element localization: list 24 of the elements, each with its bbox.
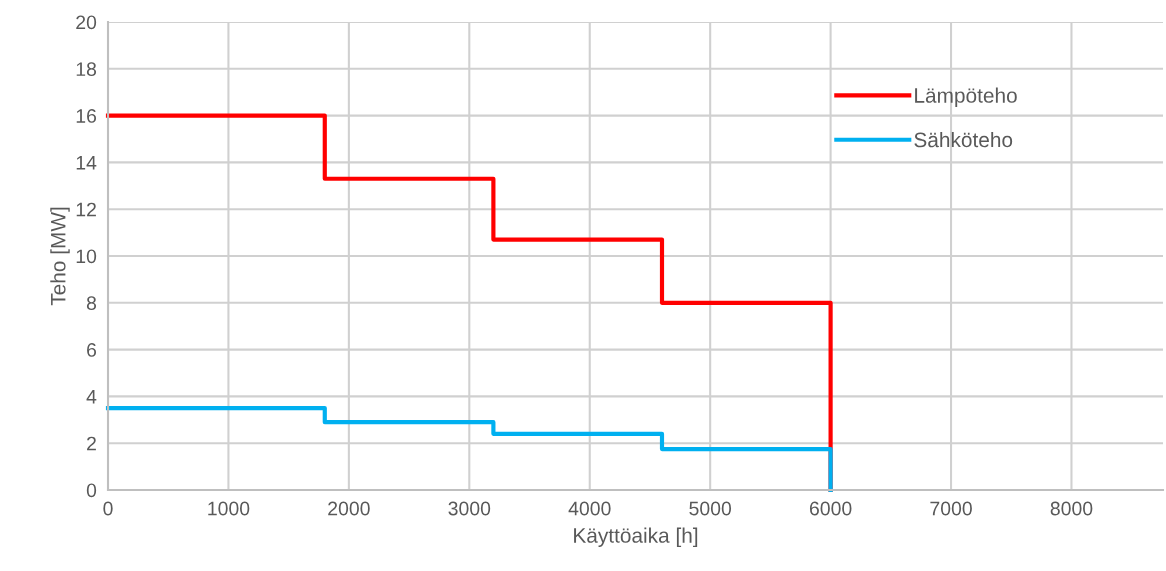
y-tick-label: 14 <box>76 156 97 170</box>
x-axis-title: Käyttöaika [h] <box>574 527 698 547</box>
y-tick-label: 4 <box>86 390 97 404</box>
x-tick-label: 2000 <box>328 501 370 516</box>
y-tick-label: 2 <box>87 436 96 451</box>
y-tick-label: 10 <box>76 249 97 264</box>
x-tick-label: 0 <box>103 501 113 516</box>
y-tick-label: 6 <box>87 343 97 357</box>
x-tick-label: 5000 <box>689 501 732 516</box>
y-axis-title: Teho [MW] <box>50 207 70 306</box>
y-tick-label: 0 <box>86 483 97 498</box>
x-tick-label: 6000 <box>809 501 852 516</box>
y-tick-label: 16 <box>76 109 97 123</box>
y-tick-label: 18 <box>76 62 97 77</box>
x-tick-label: 7000 <box>930 501 972 516</box>
y-tick-label: 20 <box>76 15 97 30</box>
legend-label: Sähköteho <box>914 131 1013 148</box>
x-tick-label: 1000 <box>208 501 250 516</box>
y-tick-label: 8 <box>86 296 97 311</box>
legend-label: Lämpöteho <box>915 87 1017 107</box>
x-tick-label: 3000 <box>448 501 491 516</box>
y-tick-label: 12 <box>76 202 96 217</box>
x-tick-label: 8000 <box>1050 501 1093 516</box>
x-tick-label: 4000 <box>568 501 611 516</box>
